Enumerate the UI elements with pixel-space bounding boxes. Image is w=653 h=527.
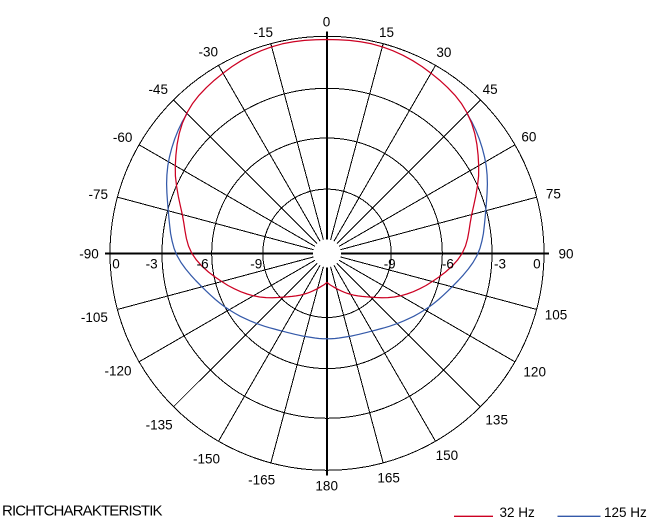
svg-text:-45: -45 xyxy=(148,82,168,97)
svg-text:-150: -150 xyxy=(193,452,220,467)
svg-text:-60: -60 xyxy=(113,130,133,145)
svg-text:150: 150 xyxy=(436,448,459,463)
svg-text:135: 135 xyxy=(485,413,508,428)
svg-text:15: 15 xyxy=(379,25,394,40)
svg-text:120: 120 xyxy=(523,365,546,380)
svg-text:32 Hz: 32 Hz xyxy=(500,505,536,520)
svg-text:60: 60 xyxy=(521,130,536,145)
svg-text:90: 90 xyxy=(558,246,573,261)
svg-text:-15: -15 xyxy=(254,25,274,40)
svg-text:125 Hz: 125 Hz xyxy=(604,505,647,520)
svg-text:180: 180 xyxy=(315,479,338,494)
svg-text:-75: -75 xyxy=(89,187,109,202)
svg-text:RICHTCHARAKTERISTIK: RICHTCHARAKTERISTIK xyxy=(2,502,163,519)
svg-text:-6: -6 xyxy=(197,256,209,271)
svg-text:-6: -6 xyxy=(442,256,454,271)
svg-text:30: 30 xyxy=(436,45,451,60)
svg-text:-9: -9 xyxy=(250,256,262,271)
svg-text:45: 45 xyxy=(483,82,498,97)
svg-text:-105: -105 xyxy=(81,310,108,325)
svg-text:105: 105 xyxy=(545,307,568,322)
svg-text:-30: -30 xyxy=(199,44,219,59)
svg-text:0: 0 xyxy=(323,15,331,30)
svg-text:-3: -3 xyxy=(146,256,158,271)
svg-text:-3: -3 xyxy=(494,256,506,271)
svg-text:0: 0 xyxy=(112,256,120,271)
svg-text:-9: -9 xyxy=(384,256,396,271)
svg-text:-120: -120 xyxy=(104,364,131,379)
svg-text:165: 165 xyxy=(377,471,400,486)
svg-text:-135: -135 xyxy=(146,417,173,432)
svg-text:-165: -165 xyxy=(248,472,275,487)
svg-text:0: 0 xyxy=(533,256,541,271)
svg-text:-90: -90 xyxy=(79,246,99,261)
svg-text:75: 75 xyxy=(546,187,561,202)
